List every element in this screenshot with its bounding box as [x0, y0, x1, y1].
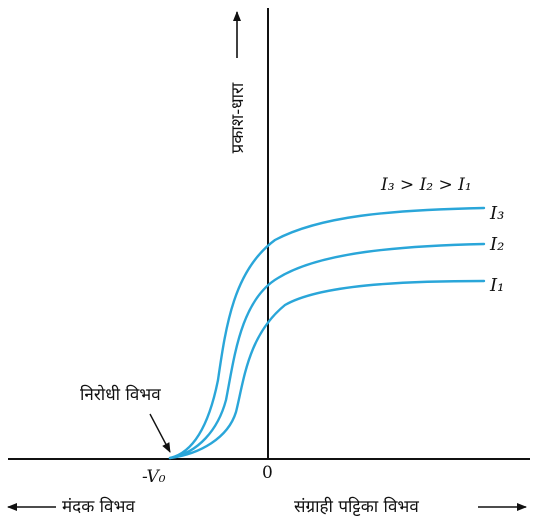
curves-group — [168, 206, 486, 460]
x-right-label: संग्राही पट्टिका विभव — [294, 496, 419, 517]
origin-label: 0 — [262, 463, 273, 483]
curve-label-i2: I₂ — [489, 234, 504, 255]
curve-i3 — [168, 206, 486, 460]
curve-i2 — [168, 242, 486, 460]
x-left-label: मंदक विभव — [62, 496, 135, 517]
stopping-potential-pointer — [149, 413, 171, 453]
stopping-potential-name: निरोधी विभव — [80, 384, 161, 405]
intensity-relation: I₃ > I₂ > I₁ — [380, 175, 472, 195]
curve-label-i1: I₁ — [489, 275, 504, 296]
y-axis-label: प्रकाश-धारा — [228, 82, 248, 153]
stopping-potential-tick: -V₀ — [142, 467, 166, 487]
curve-i1 — [168, 279, 486, 460]
curve-label-i3: I₃ — [489, 203, 504, 224]
